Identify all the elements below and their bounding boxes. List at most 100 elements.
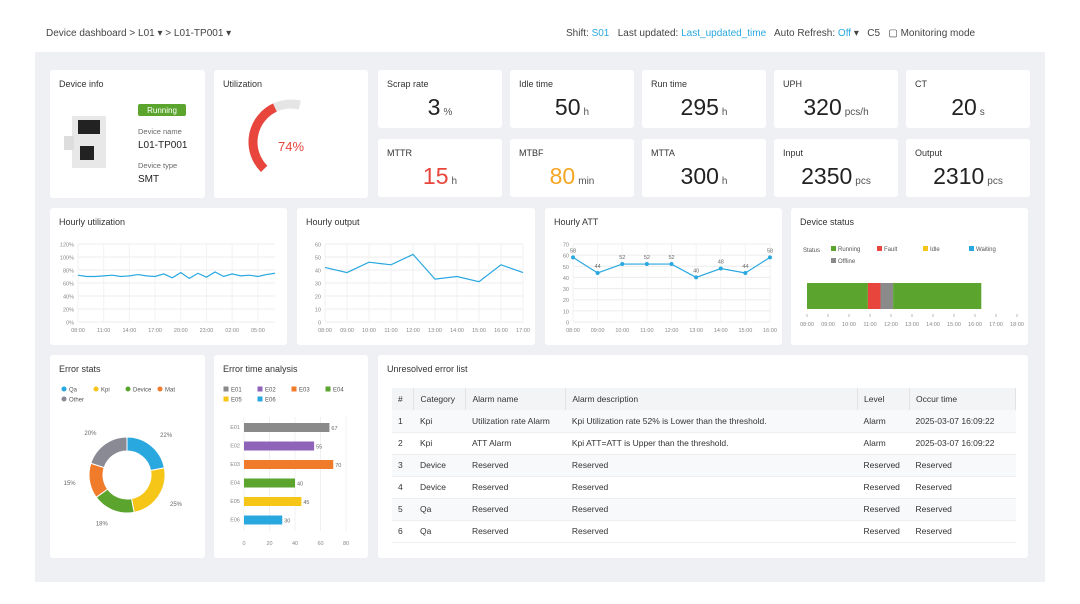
x-tick-label: 10:00	[842, 322, 856, 328]
card-title: Utilization	[223, 79, 263, 89]
value-label: 40	[693, 268, 699, 274]
kpi-card: Scrap rate 3%	[378, 70, 502, 128]
label: Device type	[138, 161, 177, 170]
machine-part	[80, 146, 94, 160]
y-tick-label: 120%	[60, 243, 74, 249]
kpi-value-row: 50 h	[510, 94, 634, 121]
legend-swatch	[125, 386, 131, 392]
crumb[interactable]: L01-TP001	[173, 28, 224, 39]
kpi-unit: h	[721, 176, 728, 187]
kpi-card: Run time 295 h	[642, 70, 766, 128]
cell: Reserved	[909, 498, 1016, 521]
kpi-value: 300	[680, 163, 719, 189]
kpi-value-row: 300 h	[642, 163, 766, 190]
card-title: Hourly output	[306, 217, 360, 227]
y-tick-label: 60	[315, 243, 321, 249]
cell: Device	[413, 476, 466, 499]
legend-swatch	[325, 386, 331, 392]
bar	[244, 460, 334, 469]
row[interactable]: 1 Kpi Utilization rate Alarm Kpi Utilizatio…	[392, 410, 1016, 433]
card-title: Device status	[800, 217, 855, 227]
legend-label: E04	[333, 388, 344, 394]
label[interactable]: Monitoring mode	[900, 28, 976, 39]
y-tick-label: 30	[315, 282, 321, 288]
bar	[244, 478, 295, 488]
status-badge	[138, 104, 186, 116]
x-tick-label: 11:00	[640, 328, 653, 334]
row[interactable]: 6 Qa Reserved Reserved Reserved Reserved	[392, 520, 1016, 543]
device-name: L01-TP001	[138, 140, 188, 151]
shift[interactable]: S01	[591, 28, 610, 39]
line-chart: 0% 20% 40% 60% 80% 100% 120% 08:00 11:00 14:00 17:…	[60, 243, 276, 334]
y-tick-label: 60%	[63, 282, 74, 288]
value-label: 44	[742, 264, 748, 270]
kpi-value: 3	[427, 94, 441, 120]
point	[644, 262, 649, 267]
line	[324, 253, 524, 283]
x-tick-label: 08:00	[71, 328, 85, 334]
line-chart: 0 10 20 30 40 50 60 08:00 09:00 10:00 11:00 12:00 13…	[315, 243, 530, 335]
monitor-mode[interactable]: ▢ Monitoring mode	[888, 28, 976, 39]
kpi-label: Input	[783, 148, 804, 158]
kpi-label: UPH	[783, 79, 803, 89]
row[interactable]: 2 Kpi ATT Alarm Kpi ATT=ATT is Upper than t…	[392, 432, 1016, 455]
device-card: Device info Running Device name L01-TP00…	[50, 70, 205, 198]
kpi-label: CT	[915, 79, 927, 89]
kpi-unit: pcs/h	[844, 107, 869, 118]
legend-swatch	[157, 386, 163, 392]
crumb[interactable]: Device dashboard	[46, 28, 127, 39]
cell: Alarm	[857, 432, 910, 455]
point	[743, 270, 748, 275]
card-title: Hourly ATT	[554, 217, 599, 227]
y-tick-label: 100%	[60, 256, 74, 262]
legend-label: Device	[133, 388, 152, 394]
x-tick-label: 09:00	[340, 328, 354, 334]
crumb[interactable]: L01	[138, 28, 155, 39]
chart-card: Error time analysis E01 E02 E03 E04 E05 E06 0 2…	[214, 355, 368, 558]
refresh[interactable]: Off	[837, 28, 852, 39]
x-tick-label: 12:00	[884, 322, 898, 328]
x-tick-label: 11:00	[863, 322, 876, 328]
kpi-value: 2350	[801, 163, 853, 189]
chart-card: Hourly output 0 10 20 30 40 50 60 08:00 09:00 10:…	[297, 208, 535, 345]
kpi-label: MTTR	[387, 148, 412, 158]
kpi-value-row: 20 s	[906, 94, 1030, 121]
cell: Reserved	[465, 498, 566, 521]
cell: Reserved	[465, 476, 566, 499]
row[interactable]: 4 Device Reserved Reserved Reserved Reserved	[392, 476, 1016, 499]
kpi-value-row: 15 h	[378, 163, 502, 190]
x-tick-label: 15:00	[738, 328, 752, 334]
donut-slice	[90, 436, 128, 469]
kpi-label: Run time	[651, 79, 688, 89]
x-tick-label: 13:00	[689, 328, 703, 334]
kpi-label: Scrap rate	[387, 79, 429, 89]
x-tick-label: 23:00	[200, 328, 214, 334]
x-tick-label: 16:00	[968, 322, 982, 328]
value-label: 40	[297, 482, 303, 488]
kpi-label: Output	[915, 148, 943, 158]
status-segment	[807, 283, 868, 309]
legend-label: Running	[838, 247, 860, 253]
kpi-card: Idle time 50 h	[510, 70, 634, 128]
donut-slice	[126, 436, 165, 472]
machine-part	[78, 120, 100, 134]
legend-label: Idle	[930, 247, 940, 253]
row[interactable]: 3 Device Reserved Reserved Reserved Reserved	[392, 454, 1016, 477]
cell: Reserved	[909, 476, 1016, 499]
cell: 2	[392, 432, 414, 455]
kpi-label: MTTA	[651, 148, 675, 158]
legend-label: E05	[231, 398, 242, 404]
x-tick-label: 40	[292, 541, 298, 547]
cell: 3	[392, 454, 414, 477]
kpi-value: 15	[422, 163, 449, 189]
status-segment	[893, 283, 982, 309]
row[interactable]: 5 Qa Reserved Reserved Reserved Reserved	[392, 498, 1016, 521]
value-label: 52	[644, 255, 650, 261]
kpi-card: CT 20 s	[906, 70, 1030, 128]
column-header: Alarm name	[465, 388, 567, 410]
x-tick-label: 0	[242, 541, 245, 547]
legend-label: Other	[69, 398, 84, 404]
value-label: 30	[284, 519, 290, 525]
header-row: # Category Alarm name Alarm description Leve…	[392, 388, 1016, 410]
x-tick-label: 20:00	[174, 328, 188, 334]
